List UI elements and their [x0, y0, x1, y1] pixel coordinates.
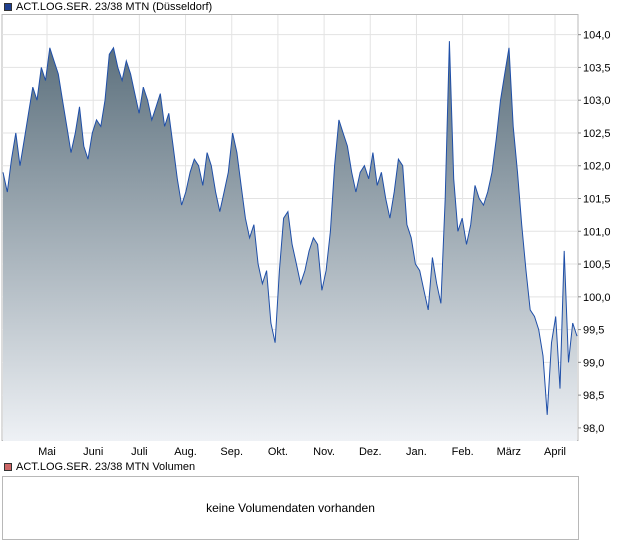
x-tick-label: April	[544, 446, 566, 458]
y-axis: 104,0 103,5 103,0 102,5 102,0 101,5 101,0 100,5…	[578, 30, 611, 435]
y-tick-label: 98,5	[583, 390, 604, 402]
x-tick-label: März	[497, 446, 521, 458]
y-tick-label: 103,5	[583, 62, 611, 74]
y-tick-label: 100,0	[583, 292, 611, 304]
y-tick-label: 99,0	[583, 357, 604, 369]
volume-panel: keine Volumendaten vorhanden	[2, 476, 579, 540]
y-tick-label: 100,5	[583, 259, 611, 271]
legend-price-label: ACT.LOG.SER. 23/38 MTN (Düsseldorf)	[16, 1, 213, 13]
y-tick-label: 101,5	[583, 194, 611, 206]
x-tick-label: Feb.	[452, 446, 474, 458]
x-tick-label: Mai	[38, 446, 56, 458]
y-tick-label: 101,0	[583, 226, 611, 238]
y-tick-label: 104,0	[583, 30, 611, 42]
x-tick-label: Aug.	[174, 446, 197, 458]
legend-volume: ACT.LOG.SER. 23/38 MTN Volumen	[4, 460, 195, 474]
y-tick-label: 102,5	[583, 128, 611, 140]
y-tick-label: 99,5	[583, 325, 604, 337]
legend-price-swatch	[4, 3, 12, 11]
x-tick-label: Sep.	[220, 446, 243, 458]
x-axis: Mai Juni Juli Aug. Sep. Okt. Nov. Dez. Jan. Feb. M…	[38, 446, 566, 458]
x-tick-label: Juni	[83, 446, 103, 458]
legend-price: ACT.LOG.SER. 23/38 MTN (Düsseldorf)	[4, 0, 212, 14]
price-area	[3, 41, 577, 441]
price-line	[2, 41, 578, 415]
x-tick-label: Dez.	[359, 446, 382, 458]
legend-volume-label: ACT.LOG.SER. 23/38 MTN Volumen	[16, 461, 196, 473]
price-chart: 104,0 103,5 103,0 102,5 102,0 101,5 101,0 100,5…	[1, 14, 611, 458]
x-tick-label: Jan.	[406, 446, 427, 458]
legend-volume-swatch	[4, 463, 12, 471]
volume-empty-message: keine Volumendaten vorhanden	[206, 501, 375, 515]
y-tick-label: 103,0	[583, 95, 611, 107]
x-tick-label: Okt.	[268, 446, 288, 458]
y-tick-label: 98,0	[583, 423, 604, 435]
y-tick-label: 102,0	[583, 161, 611, 173]
x-tick-label: Nov.	[313, 446, 335, 458]
x-tick-label: Juli	[131, 446, 148, 458]
